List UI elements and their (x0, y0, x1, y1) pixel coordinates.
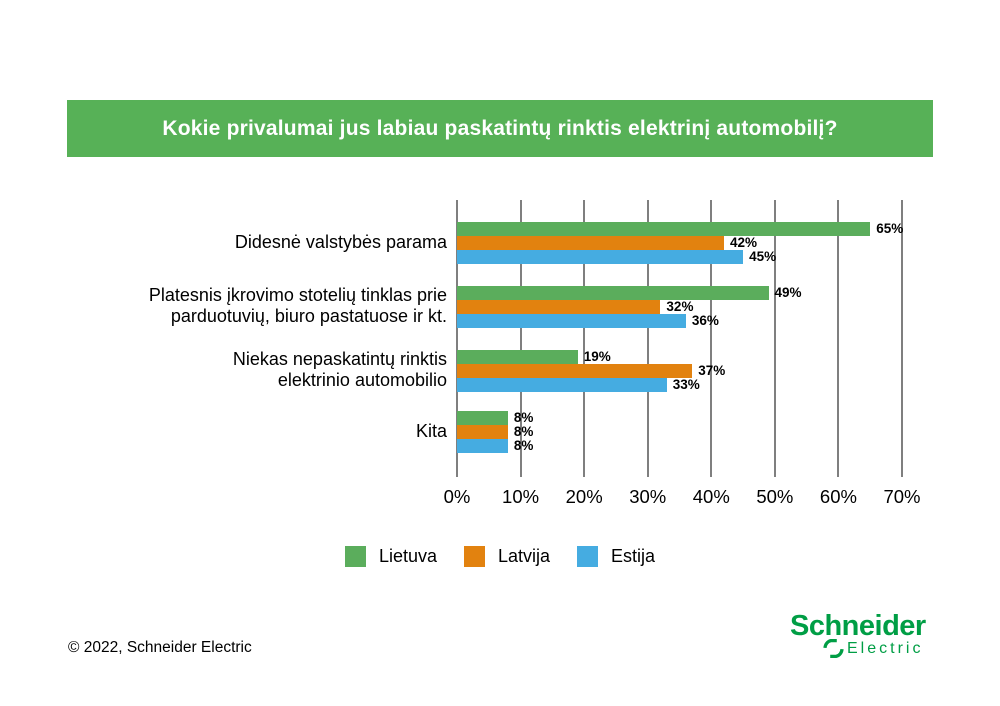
bar-latvija (457, 300, 661, 314)
schneider-mark-icon (823, 638, 844, 659)
legend-item-lietuva: Lietuva (344, 546, 437, 567)
bar-lietuva (457, 411, 508, 425)
legend-item-estija: Estija (577, 546, 655, 567)
logo-wordmark-electric: Electric (847, 639, 924, 657)
bar-lietuva (457, 286, 769, 300)
bar-value-label: 49% (774, 285, 802, 300)
schneider-electric-logo: Schneider Electric (790, 612, 935, 659)
chart-legend: Lietuva Latvija Estija (0, 546, 1000, 567)
legend-label: Estija (611, 546, 656, 566)
legend-swatch (464, 546, 485, 567)
gridline (773, 200, 776, 477)
bar-estija (457, 378, 667, 392)
legend-label: Latvija (498, 546, 551, 566)
bar-value-label: 8% (513, 410, 534, 425)
legend-item-latvija: Latvija (464, 546, 550, 567)
bar-value-label: 19% (583, 349, 611, 364)
x-tick-label: 0% (443, 486, 471, 507)
x-tick-label: 50% (756, 486, 794, 507)
x-tick-label: 20% (565, 486, 603, 507)
gridline (837, 200, 840, 477)
bar-estija (457, 439, 508, 453)
bar-value-label: 8% (513, 424, 534, 439)
copyright-text: © 2022, Schneider Electric (68, 639, 252, 656)
bar-value-label: 32% (666, 299, 694, 314)
bar-value-label: 42% (730, 235, 758, 250)
category-label: Didesnė valstybės parama (234, 231, 447, 252)
legend-label: Lietuva (378, 546, 437, 566)
bar-latvija (457, 236, 724, 250)
gridline (901, 200, 903, 477)
x-tick-label: 60% (819, 486, 857, 507)
title-banner: Kokie privalumai jus labiau paskatintų r… (67, 100, 933, 157)
bar-latvija (457, 425, 508, 439)
logo-second-line: Electric (823, 638, 935, 659)
chart-title: Kokie privalumai jus labiau paskatintų r… (162, 116, 838, 140)
category-label: Platesnis įkrovimo stotelių tinklas prie… (148, 285, 447, 326)
bar-value-label: 33% (672, 377, 700, 392)
category-label: Kita (415, 420, 447, 441)
logo-wordmark-schneider: Schneider (790, 610, 926, 642)
bar-value-label: 36% (691, 313, 719, 328)
x-tick-label: 30% (629, 486, 667, 507)
bar-value-label: 37% (698, 363, 726, 378)
gridline (710, 200, 713, 477)
gridline (519, 200, 522, 477)
bar-estija (457, 250, 744, 264)
bar-lietuva (457, 350, 578, 364)
x-tick-label: 10% (502, 486, 540, 507)
x-tick-label: 40% (692, 486, 730, 507)
bar-lietuva (457, 222, 871, 236)
legend-swatch (344, 546, 366, 567)
bar-estija (457, 314, 686, 328)
legend-swatch (577, 546, 599, 567)
gridline (583, 200, 586, 477)
bar-value-label: 65% (876, 221, 904, 236)
gridline (456, 200, 458, 477)
bar-value-label: 45% (749, 249, 777, 264)
x-tick-label: 70% (883, 486, 921, 507)
bar-value-label: 8% (513, 438, 534, 453)
bar-latvija (457, 364, 693, 378)
category-label: Niekas nepaskatintų rinktis elektrinio au… (232, 349, 447, 390)
gridline (646, 200, 649, 477)
bar-chart-plot-area: 65% 42% 45% 49% 32% 36% 19% 37% 33% 8% 8% 8% (456, 200, 904, 477)
